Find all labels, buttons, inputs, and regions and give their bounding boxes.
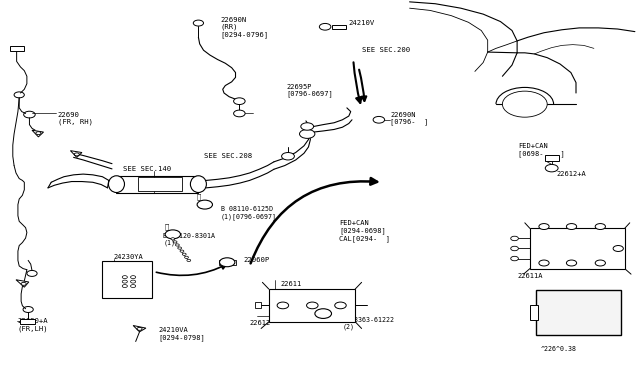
- Text: 22611: 22611: [280, 281, 301, 287]
- Text: 22690N
(RR)
[0294-0796]: 22690N (RR) [0294-0796]: [221, 17, 269, 38]
- Text: Ⓑ: Ⓑ: [164, 223, 168, 230]
- Circle shape: [282, 153, 294, 160]
- Circle shape: [613, 246, 623, 251]
- Text: 22690
(FR, RH): 22690 (FR, RH): [58, 112, 93, 125]
- Circle shape: [131, 280, 136, 283]
- Bar: [20, 319, 35, 324]
- Text: SEE SEC.200: SEE SEC.200: [362, 46, 410, 52]
- Circle shape: [182, 253, 186, 255]
- Circle shape: [539, 224, 549, 230]
- Circle shape: [122, 276, 127, 279]
- Bar: [219, 260, 236, 265]
- Text: SEE SEC.208: SEE SEC.208: [204, 153, 252, 159]
- Circle shape: [319, 23, 331, 30]
- Text: Ⓑ: Ⓑ: [196, 193, 200, 200]
- Text: 22611A: 22611A: [517, 273, 543, 279]
- Circle shape: [171, 238, 175, 240]
- Bar: [545, 155, 559, 161]
- Circle shape: [595, 260, 605, 266]
- Circle shape: [502, 91, 547, 117]
- Text: 22060P: 22060P: [243, 257, 269, 263]
- Ellipse shape: [191, 176, 206, 193]
- Circle shape: [277, 302, 289, 309]
- Text: FED+CAN
[0698-    ]: FED+CAN [0698- ]: [518, 143, 565, 157]
- Circle shape: [220, 258, 235, 267]
- Circle shape: [173, 241, 177, 243]
- Bar: [10, 46, 24, 51]
- Circle shape: [595, 224, 605, 230]
- Circle shape: [373, 116, 385, 123]
- Circle shape: [178, 247, 182, 249]
- Circle shape: [545, 164, 558, 172]
- Polygon shape: [32, 130, 44, 137]
- Text: 24210VA
[0294-0798]: 24210VA [0294-0798]: [159, 327, 205, 341]
- Bar: [138, 177, 182, 191]
- Text: B 08120-8301A
(1): B 08120-8301A (1): [163, 232, 215, 246]
- Text: 22690N
[0796-  ]: 22690N [0796- ]: [390, 112, 429, 125]
- Text: 22690+A
(FR,LH): 22690+A (FR,LH): [18, 318, 49, 331]
- Circle shape: [131, 285, 136, 288]
- Bar: [269, 289, 355, 322]
- Bar: [102, 261, 152, 298]
- Circle shape: [131, 276, 136, 279]
- Circle shape: [122, 285, 127, 288]
- Circle shape: [301, 123, 314, 130]
- Circle shape: [180, 250, 184, 252]
- Polygon shape: [133, 326, 146, 332]
- Circle shape: [539, 260, 549, 266]
- Circle shape: [315, 309, 332, 318]
- Bar: [530, 228, 625, 269]
- Circle shape: [234, 110, 245, 117]
- Circle shape: [184, 256, 188, 259]
- Bar: [332, 25, 346, 29]
- Polygon shape: [70, 151, 82, 157]
- Text: FED+CAN
[0294-0698]
CAL[0294-  ]: FED+CAN [0294-0698] CAL[0294- ]: [339, 220, 390, 242]
- Circle shape: [187, 259, 191, 262]
- Text: 22612+A: 22612+A: [557, 171, 586, 177]
- Text: 22611: 22611: [573, 240, 594, 246]
- Text: SEE SEC.140: SEE SEC.140: [123, 166, 171, 171]
- Circle shape: [511, 236, 518, 241]
- Ellipse shape: [108, 176, 124, 193]
- Bar: [530, 305, 538, 320]
- Circle shape: [193, 20, 204, 26]
- Circle shape: [165, 230, 180, 239]
- Circle shape: [36, 132, 41, 135]
- Text: 22612: 22612: [250, 320, 271, 326]
- Circle shape: [566, 224, 577, 230]
- Circle shape: [197, 200, 212, 209]
- Circle shape: [234, 98, 245, 105]
- Polygon shape: [16, 280, 29, 287]
- Text: 22695P
[0796-0697]: 22695P [0796-0697]: [287, 84, 333, 97]
- Circle shape: [122, 280, 127, 283]
- Bar: [255, 302, 261, 308]
- Circle shape: [21, 282, 26, 285]
- Text: ^226^0.38: ^226^0.38: [541, 346, 577, 352]
- Circle shape: [511, 256, 518, 261]
- Circle shape: [175, 244, 179, 246]
- Circle shape: [335, 302, 346, 309]
- Circle shape: [300, 129, 315, 138]
- Circle shape: [307, 302, 318, 309]
- Text: 24210V: 24210V: [349, 20, 375, 26]
- Text: B 08110-6125D
(1)[0796-0697]: B 08110-6125D (1)[0796-0697]: [221, 206, 276, 220]
- Text: S 08363-61222
(2): S 08363-61222 (2): [342, 317, 394, 330]
- Bar: [536, 290, 621, 335]
- Text: 24230YA
[0798-  ]: 24230YA [0798- ]: [114, 254, 152, 267]
- Circle shape: [511, 246, 518, 251]
- Circle shape: [566, 260, 577, 266]
